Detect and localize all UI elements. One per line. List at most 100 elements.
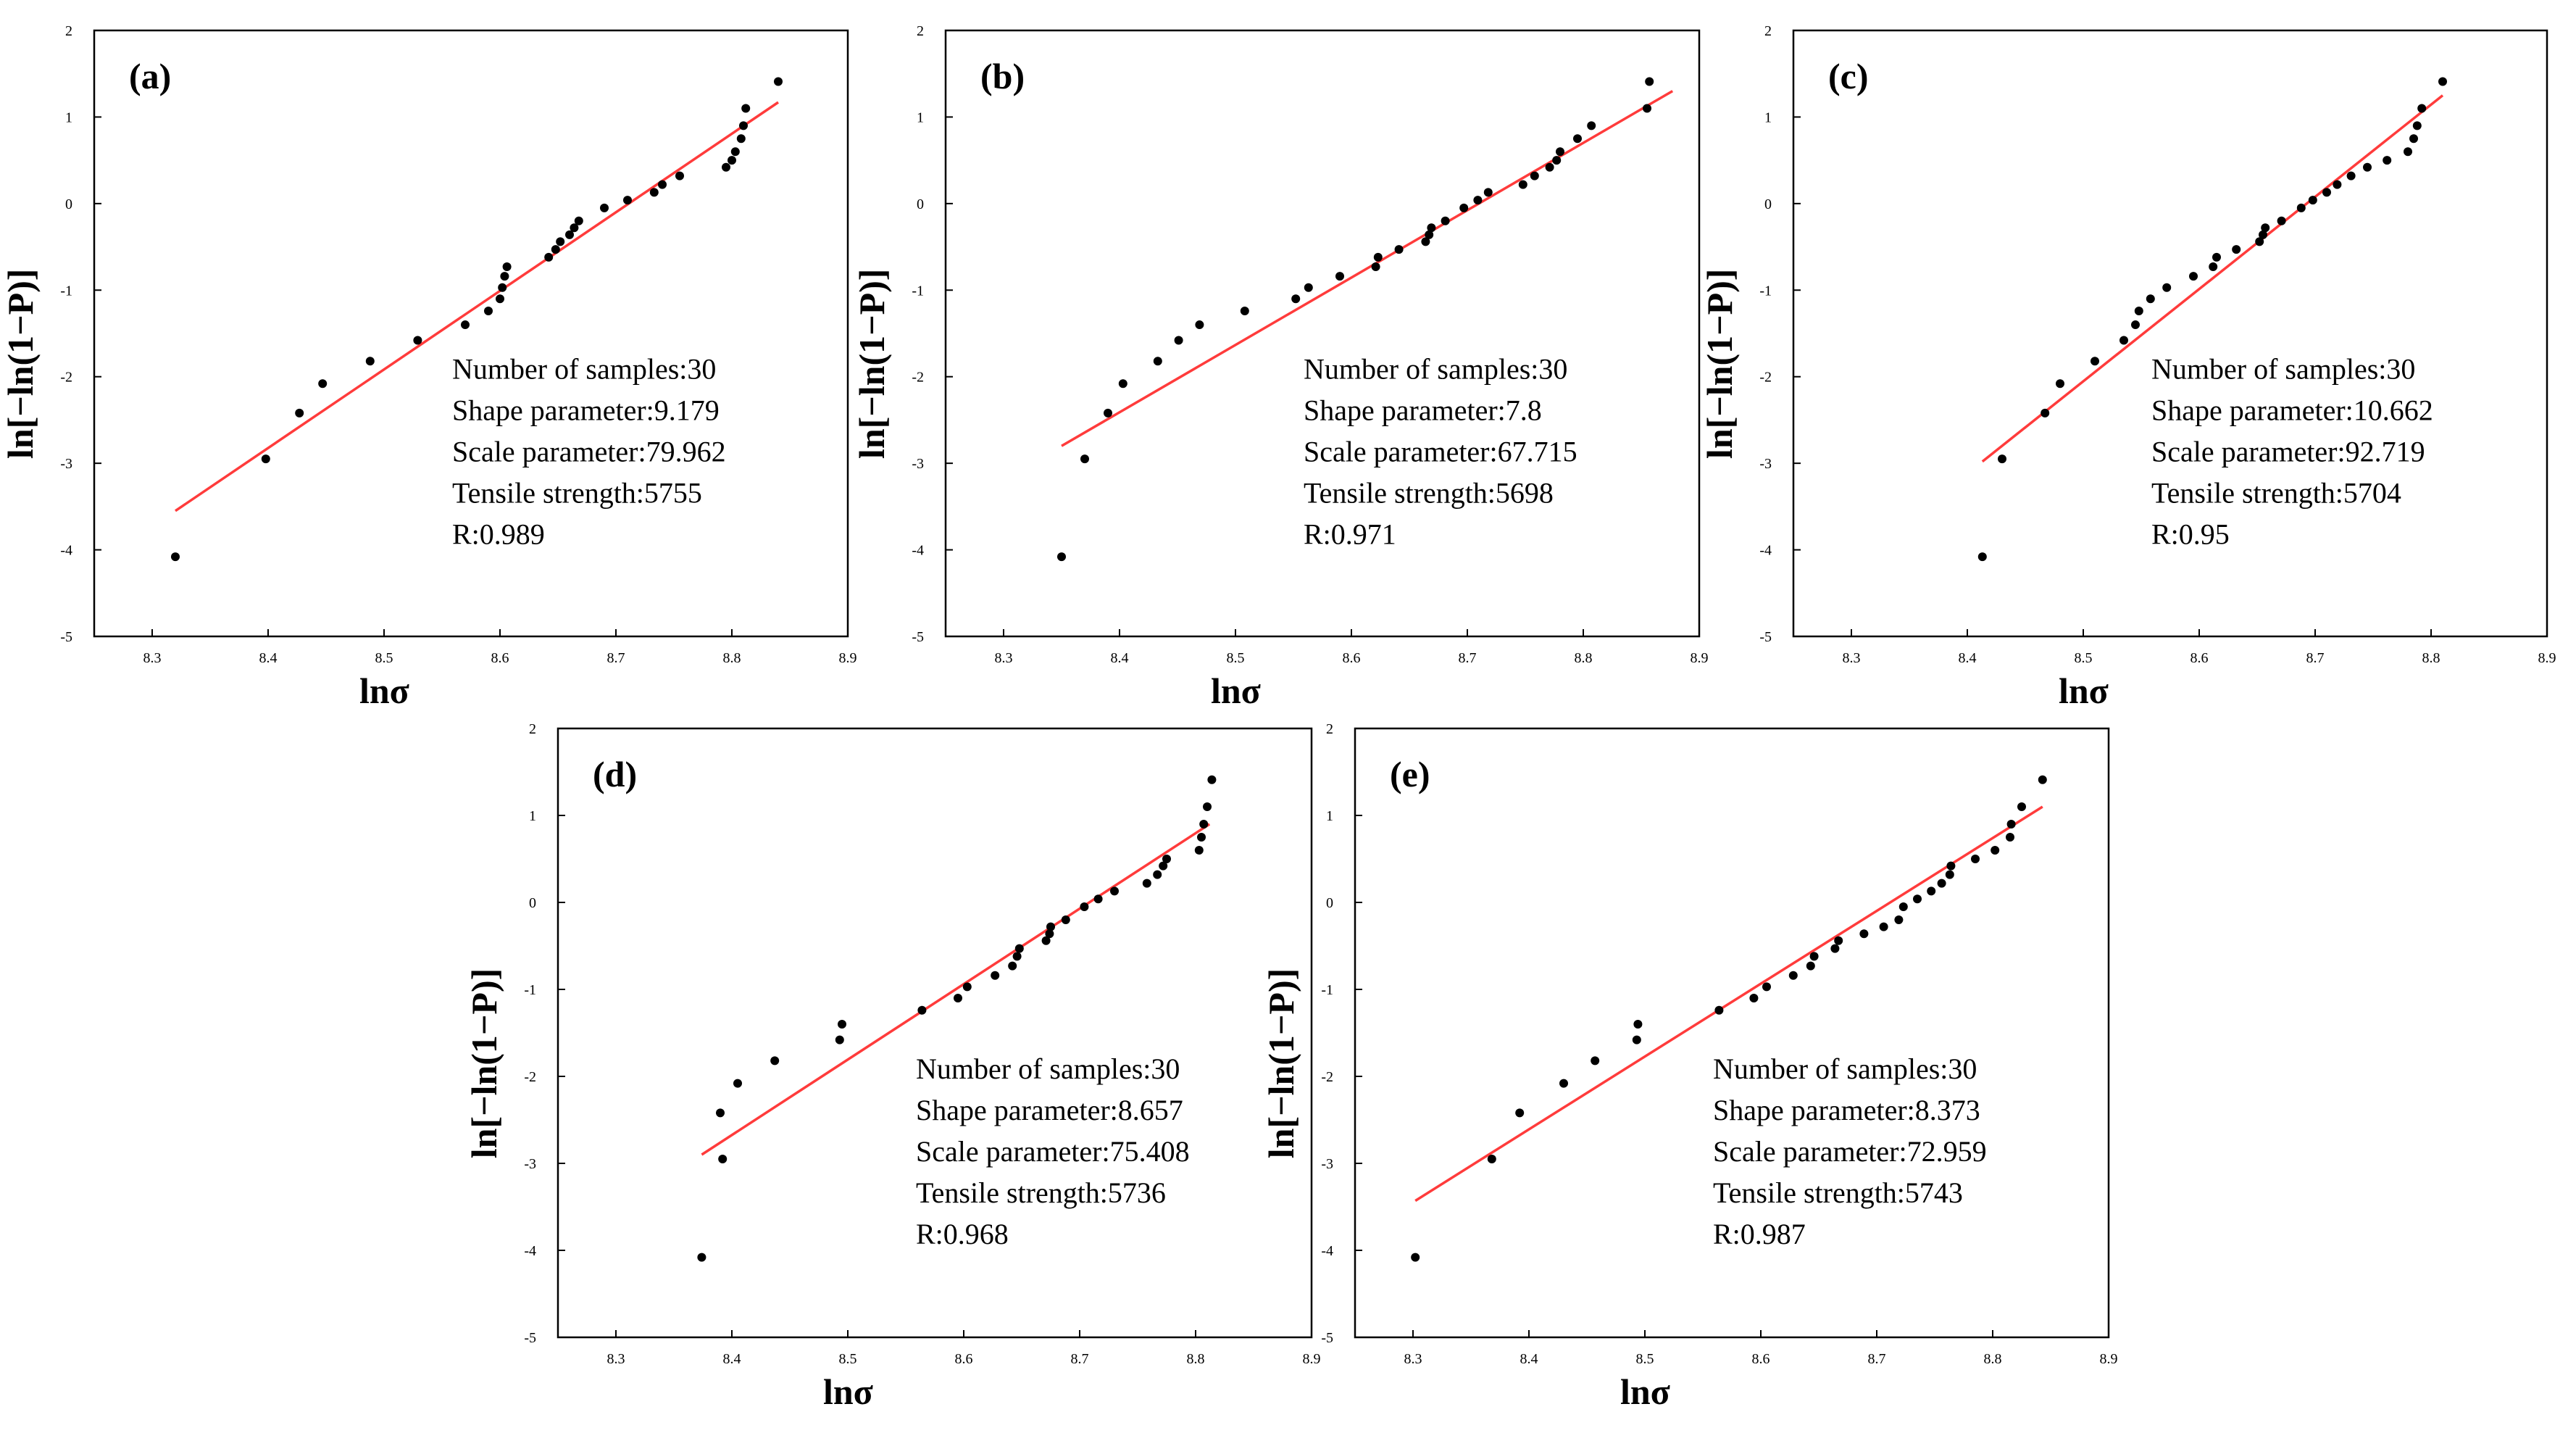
data-point [1473,196,1483,205]
data-point [1046,922,1055,931]
y-tick-label: 2 [1326,721,1333,737]
y-tick-label: -3 [524,1156,536,1172]
data-point [1240,306,1249,315]
x-tick-label: 8.4 [1520,1351,1538,1367]
data-point [261,454,270,464]
data-point [2308,196,2317,205]
info-line: Tensile strength:5736 [916,1176,1166,1209]
data-point [498,283,507,292]
info-line: Shape parameter:8.373 [1713,1094,1980,1126]
data-point [1894,915,1904,924]
data-point [1998,454,2006,464]
data-point [1530,171,1539,180]
data-point [1809,952,1819,961]
x-tick-label: 8.9 [839,650,857,666]
y-tick-label: -3 [60,456,72,472]
data-point [1633,1020,1643,1029]
data-point [2417,104,2427,113]
x-tick-label: 8.6 [955,1351,973,1367]
fit-line [1414,805,2043,1203]
data-point [2409,134,2418,144]
data-point [2189,272,2198,281]
data-point [1045,929,1054,939]
y-tick-label: -1 [524,982,536,998]
data-point [1291,294,1301,304]
data-point [1080,454,1089,464]
chart-panel-a: 8.3 8.4 8.5 8.6 8.7 8.8 8.9 -5 -4 -3 -2 -1 0 1 2 lnσ ln[… [0,23,857,711]
data-point [2131,320,2140,330]
data-point [1591,1056,1600,1066]
data-point [1008,961,1017,971]
info-line: Number of samples:30 [916,1052,1180,1085]
y-tick-label: 1 [529,808,536,824]
x-axis-title: lnσ [1620,1371,1670,1412]
info-line: Tensile strength:5704 [2151,477,2401,510]
y-tick-label: -5 [1321,1330,1333,1346]
x-tick-label: 8.5 [1227,650,1245,666]
x-tick-label: 8.8 [2422,650,2440,666]
x-axis-title: lnσ [823,1371,873,1412]
data-point [570,223,579,233]
data-point [1061,915,1070,924]
data-point [1545,162,1554,172]
data-point [1110,886,1119,896]
info-line: Shape parameter:9.179 [452,394,720,427]
x-tick-label: 8.7 [2306,650,2325,666]
y-axis-title: ln[−ln(1−P)] [851,269,892,460]
x-tick-label: 8.7 [1459,650,1477,666]
data-point [413,336,422,345]
y-tick-label: -1 [60,283,72,299]
plot-frame [944,29,1701,638]
data-point [1762,982,1771,992]
data-point [1174,336,1183,345]
data-point [1057,552,1066,562]
y-axis-title: ln[−ln(1−P)] [1699,269,1740,460]
data-point [1394,245,1404,254]
panel-label: (d) [593,754,637,794]
data-point [1194,846,1204,855]
y-tick-label: 2 [65,23,72,39]
data-point [733,1079,742,1088]
x-tick-label: 8.5 [839,1351,857,1367]
x-tick-label: 8.7 [1868,1351,1886,1367]
info-line: Number of samples:30 [2151,353,2415,386]
data-point [2212,252,2221,262]
data-point [1207,775,1217,784]
x-tick-label: 8.8 [1187,1351,1205,1367]
x-tick-label: 8.8 [1984,1351,2002,1367]
data-point [1834,936,1843,945]
data-point [2363,162,2372,172]
y-tick-label: 1 [1326,808,1333,824]
data-point [1427,223,1436,233]
data-point [2091,357,2099,366]
data-point [1093,894,1103,904]
chart-panel-d: 8.3 8.4 8.5 8.6 8.7 8.8 8.9 -5 -4 -3 -2 -1 0 1 2 lnσ ln[… [464,721,1321,1412]
info-line: R:0.987 [1713,1218,1806,1250]
data-point [649,188,659,197]
info-line: Scale parameter:75.408 [916,1135,1190,1168]
x-tick-label: 8.4 [1959,650,1977,666]
fit-line [175,101,779,512]
data-point [496,294,504,304]
y-tick-label: -4 [912,543,924,559]
data-point [1421,237,1430,246]
x-tick-label: 8.4 [259,650,278,666]
data-point [2333,180,2342,189]
plot-frame [1792,29,2548,638]
data-point [774,77,783,86]
data-point [484,306,493,315]
data-point [1335,272,1344,281]
data-point [838,1020,846,1029]
x-tick-label: 8.6 [1752,1351,1770,1367]
fit-line [701,823,1211,1156]
data-point [917,1005,927,1015]
data-point [1645,77,1654,86]
data-point [171,552,180,562]
y-axis-title: ln[−ln(1−P)] [0,269,41,460]
data-point [2232,245,2241,254]
data-point [1937,879,1946,888]
y-tick-label: 0 [1326,895,1333,911]
data-point [718,1155,728,1163]
data-point [1830,944,1840,953]
x-tick-label: 8.9 [1303,1351,1321,1367]
